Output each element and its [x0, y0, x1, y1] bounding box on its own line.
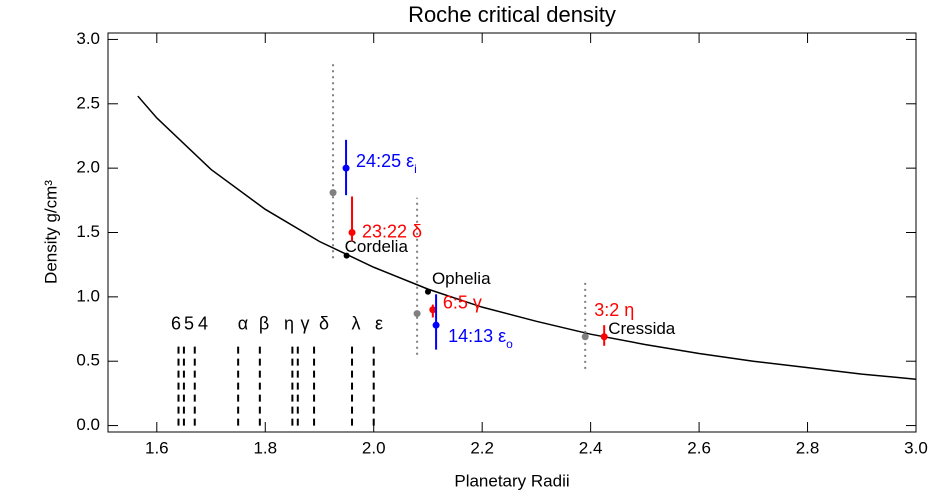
ring-label: 4	[198, 314, 208, 334]
moon-label: Cressida	[608, 319, 676, 338]
ring-label: ε	[375, 314, 383, 334]
y-tick-label: 2.5	[76, 93, 100, 112]
resonance-label-main: 24:25 ε	[356, 151, 414, 171]
gray-point	[581, 333, 589, 341]
gray-point	[329, 189, 337, 197]
ring-label: γ	[301, 314, 310, 334]
ring-label: β	[259, 314, 269, 334]
y-axis-label: Density g/cm³	[41, 180, 60, 284]
x-tick-label: 2.6	[687, 438, 711, 457]
moon-point	[343, 252, 350, 259]
x-tick-label: 2.8	[796, 438, 820, 457]
resonance-label: 14:13 εo	[448, 326, 513, 351]
y-tick-label: 1.5	[76, 222, 100, 241]
resonance-label-main: 23:22 δ	[362, 221, 422, 241]
resonance-label-main: 6:5 γ	[443, 292, 482, 312]
ring-label: η	[284, 314, 294, 334]
resonance-point	[348, 229, 356, 236]
y-tick-label: 0.0	[76, 415, 100, 434]
resonance-point	[429, 306, 437, 314]
x-tick-label: 1.6	[145, 438, 169, 457]
roche-curve	[137, 95, 917, 380]
y-tick-label: 2.0	[76, 158, 100, 177]
resonance-label: 24:25 εi	[356, 151, 417, 176]
resonance-label-sub: o	[506, 337, 513, 351]
plot-frame	[107, 32, 917, 433]
moon-point	[424, 288, 431, 295]
resonance-point	[432, 321, 440, 329]
resonance-label: 23:22 δ	[362, 221, 422, 241]
x-tick-label: 2.2	[470, 438, 494, 457]
chart-title: Roche critical density	[408, 2, 616, 27]
resonance-point	[342, 164, 350, 172]
ring-label: δ	[319, 314, 329, 334]
ring-label: 6	[171, 314, 181, 334]
resonance-label: 3:2 η	[594, 300, 634, 320]
ring-label: λ	[352, 314, 361, 334]
resonance-point	[600, 333, 608, 341]
x-tick-label: 2.0	[362, 438, 386, 457]
resonance-label-sub: i	[414, 162, 417, 176]
x-axis-label: Planetary Radii	[454, 471, 569, 490]
moon-label: Cordelia	[345, 237, 409, 256]
resonance-label-main: 14:13 ε	[448, 326, 506, 346]
gray-point	[413, 310, 421, 318]
x-tick-label: 1.8	[253, 438, 277, 457]
y-tick-label: 1.0	[76, 286, 100, 305]
x-tick-label: 2.4	[579, 438, 603, 457]
ring-label: α	[238, 314, 248, 334]
resonance-label-main: 3:2 η	[594, 300, 634, 320]
y-tick-label: 3.0	[76, 29, 100, 48]
y-tick-label: 0.5	[76, 351, 100, 370]
ring-label: 5	[184, 314, 194, 334]
resonance-label: 6:5 γ	[443, 292, 482, 312]
x-tick-label: 3.0	[904, 438, 928, 457]
moon-label: Ophelia	[432, 269, 491, 288]
